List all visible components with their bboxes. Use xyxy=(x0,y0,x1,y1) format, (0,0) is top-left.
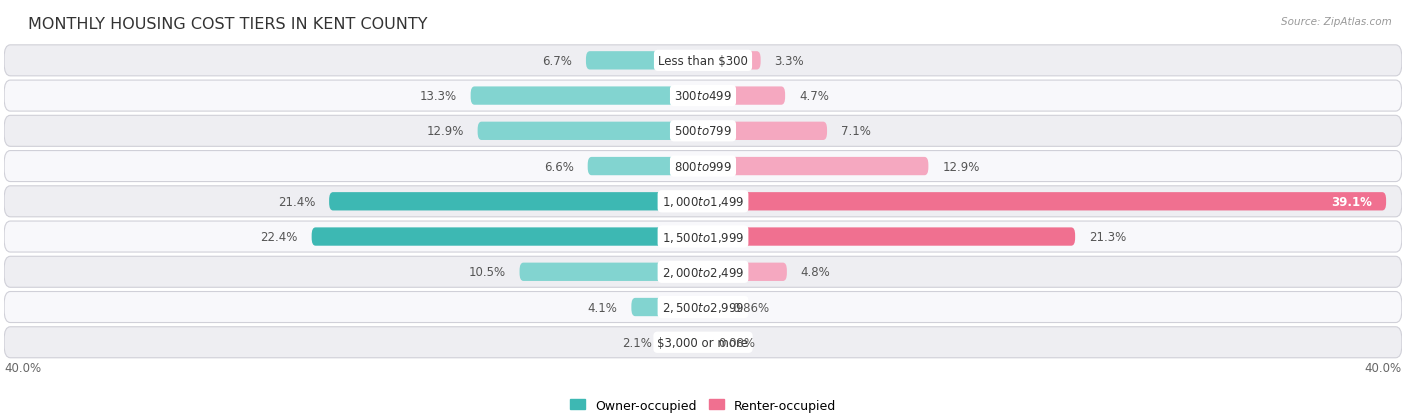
Text: 13.3%: 13.3% xyxy=(419,90,457,103)
FancyBboxPatch shape xyxy=(478,122,703,141)
Text: 0.08%: 0.08% xyxy=(718,336,755,349)
Text: 12.9%: 12.9% xyxy=(426,125,464,138)
FancyBboxPatch shape xyxy=(586,52,703,70)
FancyBboxPatch shape xyxy=(666,333,703,351)
Text: 21.4%: 21.4% xyxy=(278,195,315,208)
Text: $800 to $999: $800 to $999 xyxy=(673,160,733,173)
Text: 10.5%: 10.5% xyxy=(468,266,506,279)
Text: $2,000 to $2,499: $2,000 to $2,499 xyxy=(662,265,744,279)
FancyBboxPatch shape xyxy=(703,193,1386,211)
FancyBboxPatch shape xyxy=(631,298,703,316)
Text: 21.3%: 21.3% xyxy=(1090,230,1126,243)
Text: 0.86%: 0.86% xyxy=(733,301,769,314)
FancyBboxPatch shape xyxy=(703,157,928,176)
Text: 39.1%: 39.1% xyxy=(1331,195,1372,208)
FancyBboxPatch shape xyxy=(4,186,1402,217)
Text: $2,500 to $2,999: $2,500 to $2,999 xyxy=(662,300,744,314)
FancyBboxPatch shape xyxy=(703,298,718,316)
Text: $3,000 or more: $3,000 or more xyxy=(658,336,748,349)
FancyBboxPatch shape xyxy=(588,157,703,176)
FancyBboxPatch shape xyxy=(4,81,1402,112)
Text: 2.1%: 2.1% xyxy=(623,336,652,349)
Legend: Owner-occupied, Renter-occupied: Owner-occupied, Renter-occupied xyxy=(569,399,837,412)
Text: 4.7%: 4.7% xyxy=(799,90,830,103)
Text: 4.1%: 4.1% xyxy=(588,301,617,314)
FancyBboxPatch shape xyxy=(520,263,703,281)
FancyBboxPatch shape xyxy=(703,263,787,281)
FancyBboxPatch shape xyxy=(703,122,827,141)
Text: $1,500 to $1,999: $1,500 to $1,999 xyxy=(662,230,744,244)
Text: $1,000 to $1,499: $1,000 to $1,499 xyxy=(662,195,744,209)
FancyBboxPatch shape xyxy=(4,292,1402,323)
FancyBboxPatch shape xyxy=(700,333,707,351)
FancyBboxPatch shape xyxy=(703,87,785,105)
Text: 4.8%: 4.8% xyxy=(801,266,831,279)
FancyBboxPatch shape xyxy=(4,221,1402,252)
Text: 22.4%: 22.4% xyxy=(260,230,298,243)
FancyBboxPatch shape xyxy=(4,116,1402,147)
Text: $500 to $799: $500 to $799 xyxy=(673,125,733,138)
Text: 6.7%: 6.7% xyxy=(543,55,572,68)
FancyBboxPatch shape xyxy=(4,256,1402,287)
FancyBboxPatch shape xyxy=(4,327,1402,358)
Text: MONTHLY HOUSING COST TIERS IN KENT COUNTY: MONTHLY HOUSING COST TIERS IN KENT COUNT… xyxy=(28,17,427,31)
FancyBboxPatch shape xyxy=(471,87,703,105)
FancyBboxPatch shape xyxy=(329,193,703,211)
Text: Source: ZipAtlas.com: Source: ZipAtlas.com xyxy=(1281,17,1392,26)
FancyBboxPatch shape xyxy=(703,52,761,70)
Text: 40.0%: 40.0% xyxy=(1365,361,1402,374)
Text: 40.0%: 40.0% xyxy=(4,361,41,374)
Text: Less than $300: Less than $300 xyxy=(658,55,748,68)
Text: 7.1%: 7.1% xyxy=(841,125,870,138)
FancyBboxPatch shape xyxy=(703,228,1076,246)
Text: 3.3%: 3.3% xyxy=(775,55,804,68)
FancyBboxPatch shape xyxy=(4,151,1402,182)
FancyBboxPatch shape xyxy=(4,46,1402,77)
Text: 6.6%: 6.6% xyxy=(544,160,574,173)
Text: $300 to $499: $300 to $499 xyxy=(673,90,733,103)
Text: 12.9%: 12.9% xyxy=(942,160,980,173)
FancyBboxPatch shape xyxy=(312,228,703,246)
